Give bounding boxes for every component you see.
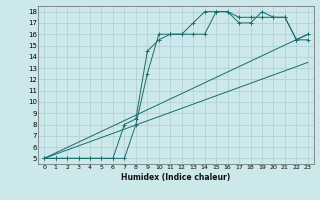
X-axis label: Humidex (Indice chaleur): Humidex (Indice chaleur) <box>121 173 231 182</box>
